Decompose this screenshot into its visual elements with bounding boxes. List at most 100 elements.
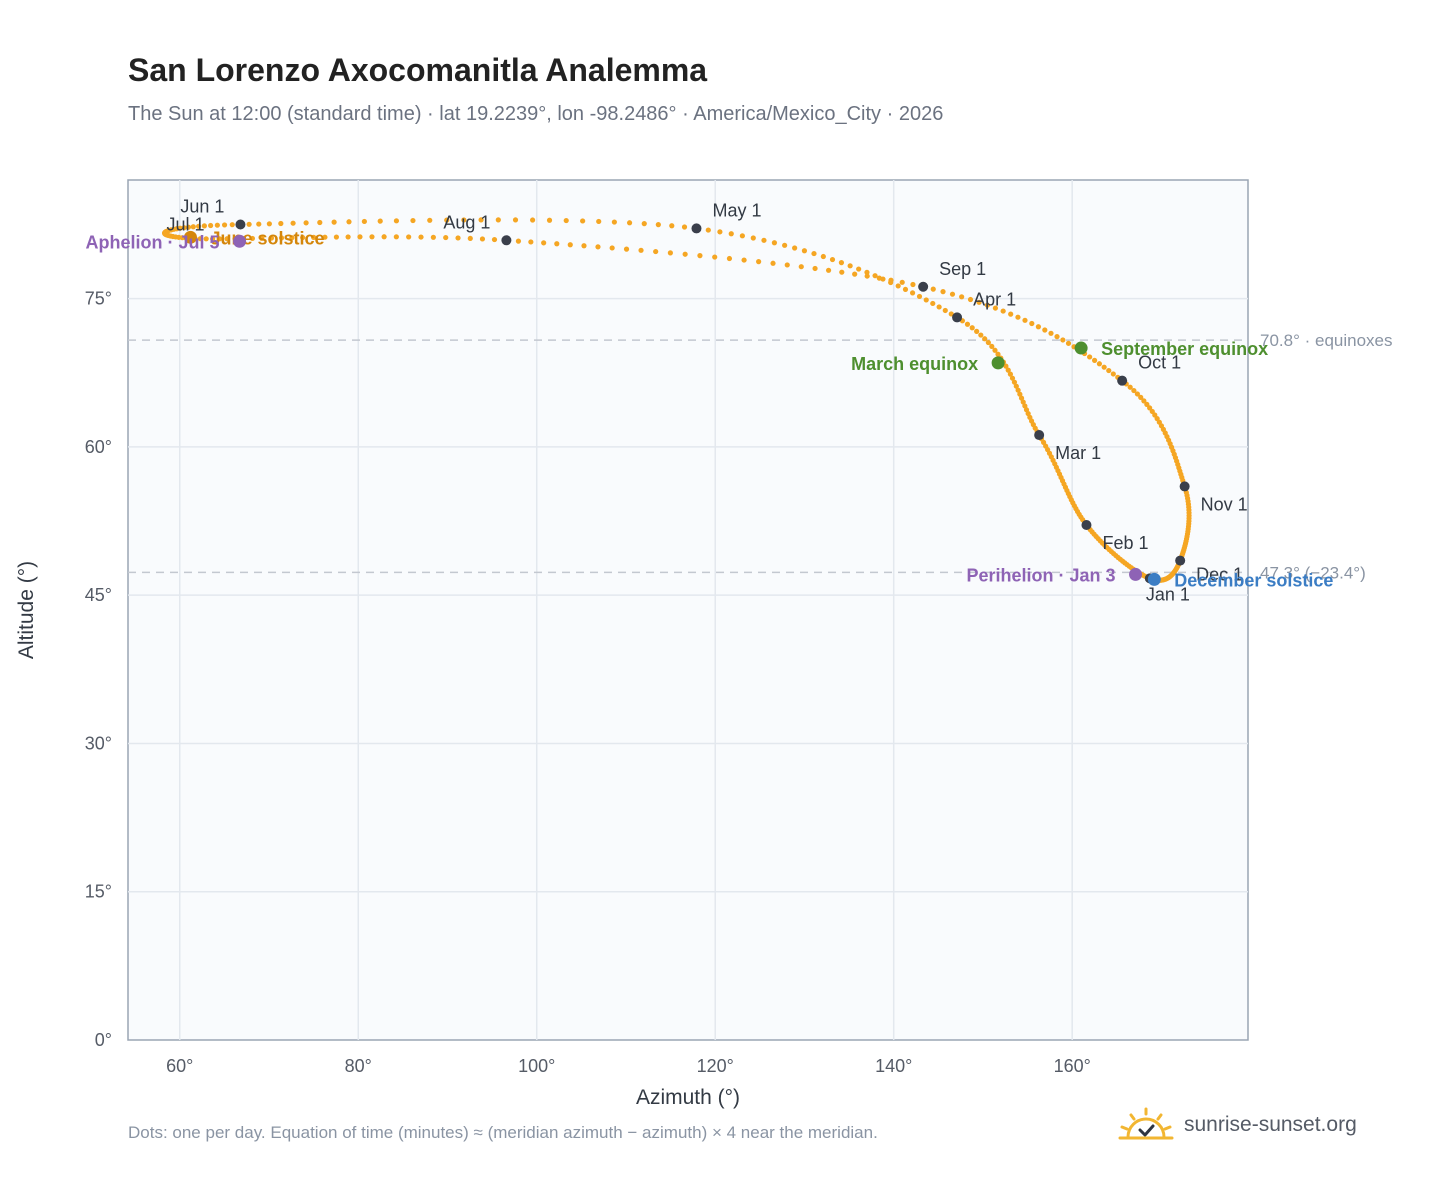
daily-dot	[1042, 327, 1048, 333]
daily-dot	[771, 240, 778, 246]
daily-dot	[705, 227, 711, 233]
event-marker	[233, 234, 247, 248]
daily-dot	[1017, 391, 1023, 397]
daily-dot	[1110, 371, 1116, 377]
daily-dot	[782, 242, 788, 248]
daily-dot	[1048, 330, 1054, 336]
daily-dot	[930, 286, 936, 292]
plot-area	[127, 179, 1249, 1041]
month-label: Dec 1	[1196, 565, 1243, 585]
x-tick-label: 120°	[697, 1056, 734, 1076]
daily-dot	[712, 254, 718, 260]
daily-dot	[443, 234, 449, 241]
month-marker	[1034, 430, 1045, 441]
daily-dot	[1008, 311, 1014, 317]
reference-line-label: 47.3° (−23.4°)	[1260, 563, 1366, 582]
daily-dot	[888, 277, 894, 283]
daily-dot	[1000, 308, 1006, 314]
chart-title: San Lorenzo Axocomanitla Analemma	[128, 52, 708, 88]
month-marker	[1175, 555, 1186, 566]
brand[interactable]: sunrise-sunset.org	[1118, 1100, 1357, 1150]
x-tick-label: 80°	[345, 1056, 372, 1076]
daily-dot	[761, 237, 767, 243]
daily-dot	[369, 234, 375, 240]
daily-dot	[1134, 391, 1140, 397]
month-marker	[1117, 375, 1128, 386]
daily-dot	[653, 248, 659, 255]
daily-dot	[839, 269, 845, 275]
daily-dot	[756, 259, 762, 265]
daily-dot	[982, 336, 988, 342]
daily-dot	[595, 244, 601, 250]
y-tick-label: 45°	[85, 585, 112, 605]
event-markers: March equinox September equinox June solst…	[86, 228, 1334, 590]
daily-dot	[256, 221, 262, 227]
x-tick-label: 160°	[1054, 1056, 1091, 1076]
daily-dot	[1138, 394, 1144, 400]
daily-dot	[1015, 314, 1021, 320]
month-label: Aug 1	[443, 212, 490, 232]
daily-dot	[864, 273, 870, 279]
daily-dot	[567, 242, 573, 248]
daily-dot	[942, 307, 948, 314]
daily-dot	[249, 235, 256, 242]
event-marker	[1129, 567, 1143, 581]
event-marker	[183, 230, 197, 244]
daily-dot	[964, 321, 971, 327]
daily-dot	[1003, 363, 1009, 369]
daily-dot	[1022, 317, 1028, 323]
daily-dot	[333, 234, 340, 240]
daily-dot	[792, 245, 798, 251]
daily-dot	[221, 222, 228, 228]
y-tick-label: 75°	[85, 289, 112, 309]
daily-dot	[909, 290, 916, 296]
daily-dot	[406, 234, 412, 240]
event-label: September equinox	[1101, 339, 1268, 359]
daily-dot	[864, 269, 870, 275]
daily-dot	[361, 218, 367, 225]
daily-dot	[940, 289, 946, 295]
daily-dot	[930, 300, 936, 307]
daily-dot	[750, 235, 756, 241]
daily-dot	[289, 235, 295, 241]
daily-dot	[331, 219, 337, 225]
daily-dot	[992, 305, 998, 311]
daily-dot	[995, 351, 1001, 357]
daily-dot	[681, 224, 688, 230]
daily-dot	[381, 234, 387, 240]
event-label: Perihelion · Jan 3	[967, 565, 1116, 585]
daily-dot	[856, 266, 862, 272]
event-marker	[1147, 572, 1161, 586]
daily-dot	[1013, 383, 1019, 389]
daily-dot	[1131, 387, 1137, 394]
daily-dot	[1011, 379, 1018, 385]
daily-dot	[916, 293, 923, 300]
daily-dot	[580, 218, 586, 224]
daily-dot	[936, 304, 942, 310]
daily-dot	[300, 234, 306, 241]
daily-dot	[1101, 364, 1107, 370]
daily-dot	[528, 239, 534, 245]
daily-dot	[546, 217, 553, 223]
daily-dot	[1087, 354, 1093, 360]
daily-dot	[895, 283, 901, 289]
daily-dot	[1029, 320, 1035, 327]
daily-dot	[1106, 367, 1112, 374]
month-label: May 1	[712, 200, 761, 220]
daily-dot	[812, 265, 818, 272]
daily-dot	[949, 291, 956, 297]
daily-dot	[393, 218, 400, 224]
daily-dot	[495, 217, 501, 223]
daily-dot	[974, 328, 980, 334]
daily-dot	[303, 220, 309, 226]
daily-dot	[728, 231, 734, 237]
daily-dot	[563, 217, 569, 224]
daily-dot	[638, 247, 644, 253]
brand-label[interactable]: sunrise-sunset.org	[1184, 1113, 1357, 1136]
x-axis-title: Azimuth (°)	[636, 1086, 740, 1109]
month-label: Oct 1	[1138, 353, 1181, 373]
month-label: Jun 1	[180, 196, 224, 216]
daily-dot	[609, 245, 615, 251]
event-label: June solstice	[210, 228, 324, 248]
daily-dot	[1005, 367, 1011, 373]
